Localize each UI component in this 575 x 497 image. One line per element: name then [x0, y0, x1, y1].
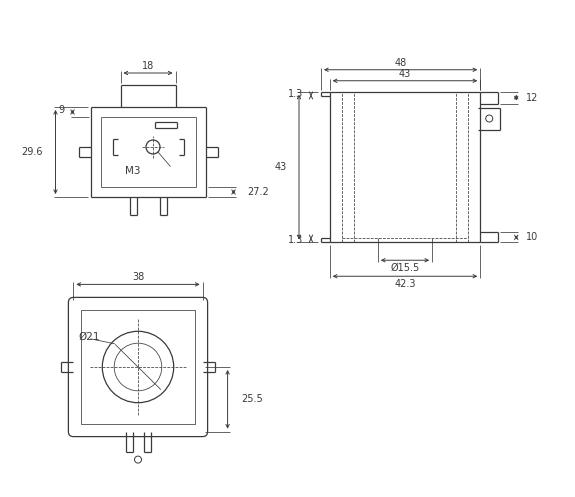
Text: 43: 43 — [399, 69, 411, 79]
Text: 48: 48 — [394, 58, 407, 68]
Text: 1.3: 1.3 — [288, 235, 303, 245]
Text: 9: 9 — [59, 105, 64, 115]
Text: 25.5: 25.5 — [242, 394, 263, 404]
Text: 38: 38 — [132, 272, 144, 282]
Text: 12: 12 — [526, 92, 539, 102]
Text: 27.2: 27.2 — [247, 187, 269, 197]
Bar — [82, 311, 194, 423]
Text: 42.3: 42.3 — [394, 279, 416, 289]
Text: Ø15.5: Ø15.5 — [390, 263, 420, 273]
Text: 10: 10 — [526, 233, 539, 243]
Text: Ø21: Ø21 — [78, 332, 100, 342]
Text: 29.6: 29.6 — [21, 147, 43, 157]
Text: 1.3: 1.3 — [288, 89, 303, 99]
Text: 43: 43 — [275, 162, 287, 172]
Text: M3: M3 — [125, 166, 140, 176]
Text: 18: 18 — [142, 61, 154, 71]
